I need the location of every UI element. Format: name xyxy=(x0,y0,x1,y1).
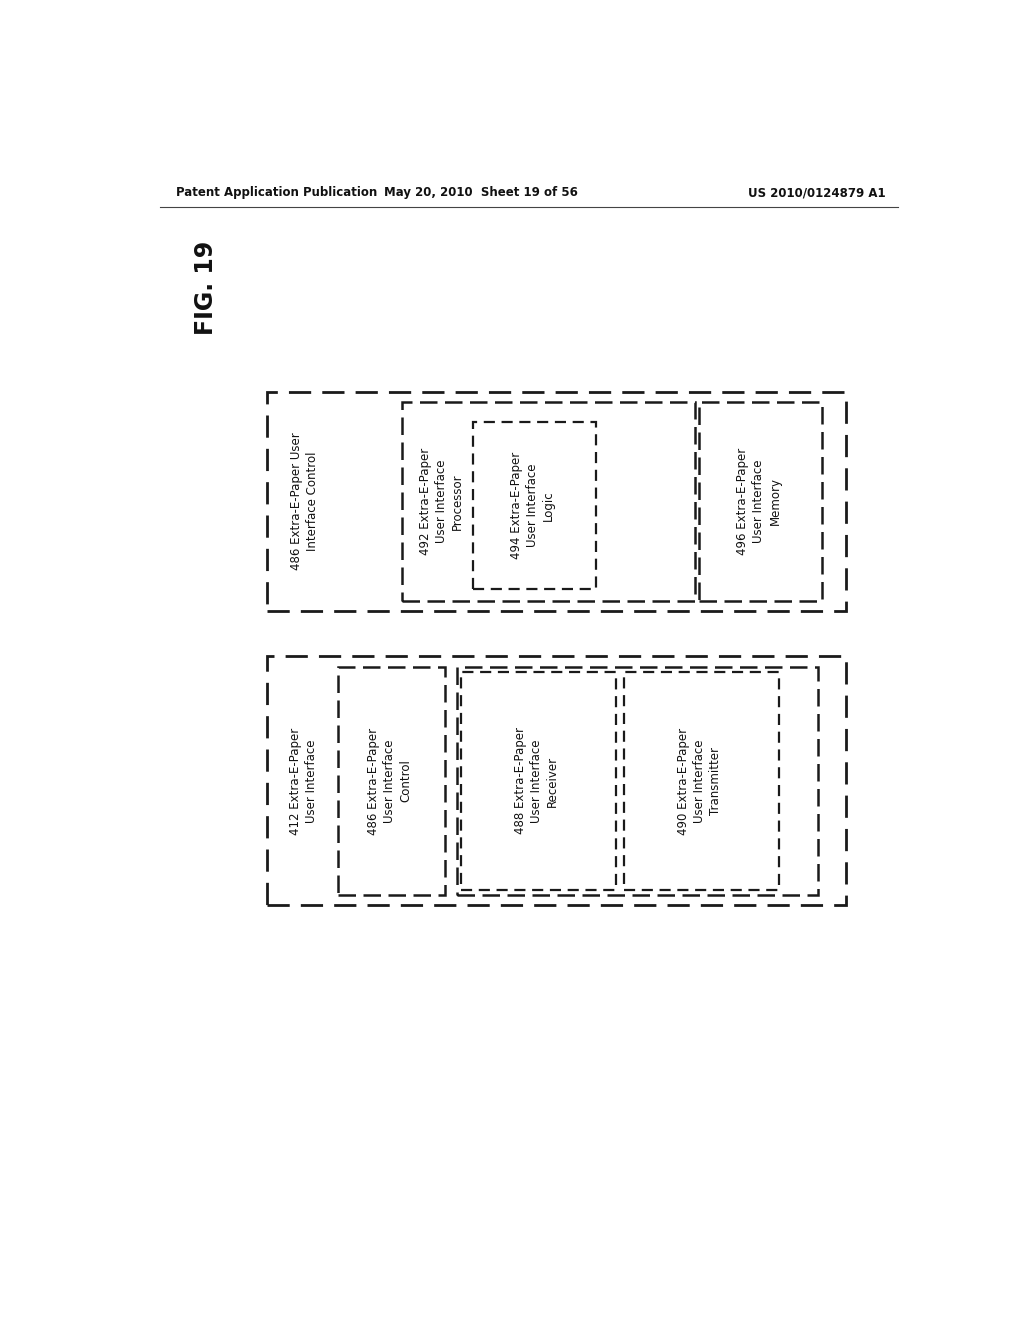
Text: 496 Extra-E-Paper
User Interface
Memory: 496 Extra-E-Paper User Interface Memory xyxy=(736,447,781,556)
Bar xyxy=(461,672,616,890)
Text: 412 Extra-E-Paper
User Interface: 412 Extra-E-Paper User Interface xyxy=(289,727,317,834)
Text: FIG. 19: FIG. 19 xyxy=(194,240,218,334)
Bar xyxy=(267,656,846,906)
Text: 486 Extra-E-Paper
User Interface
Control: 486 Extra-E-Paper User Interface Control xyxy=(368,727,413,834)
Bar xyxy=(401,403,695,601)
Text: 490 Extra-E-Paper
User Interface
Transmitter: 490 Extra-E-Paper User Interface Transmi… xyxy=(677,727,722,834)
Text: 492 Extra-E-Paper
User Interface
Processor: 492 Extra-E-Paper User Interface Process… xyxy=(419,447,464,556)
Bar xyxy=(267,392,846,611)
Text: May 20, 2010  Sheet 19 of 56: May 20, 2010 Sheet 19 of 56 xyxy=(384,186,579,199)
Text: Patent Application Publication: Patent Application Publication xyxy=(176,186,377,199)
Text: 486 Extra-E-Paper User
Interface Control: 486 Extra-E-Paper User Interface Control xyxy=(291,433,319,570)
Text: 494 Extra-E-Paper
User Interface
Logic: 494 Extra-E-Paper User Interface Logic xyxy=(510,451,555,560)
Text: US 2010/0124879 A1: US 2010/0124879 A1 xyxy=(749,186,886,199)
Bar xyxy=(473,421,596,589)
Text: 488 Extra-E-Paper
User Interface
Receiver: 488 Extra-E-Paper User Interface Receive… xyxy=(514,727,559,834)
Bar xyxy=(624,672,779,890)
Bar xyxy=(699,403,822,601)
Bar xyxy=(338,667,445,895)
Bar xyxy=(458,667,818,895)
